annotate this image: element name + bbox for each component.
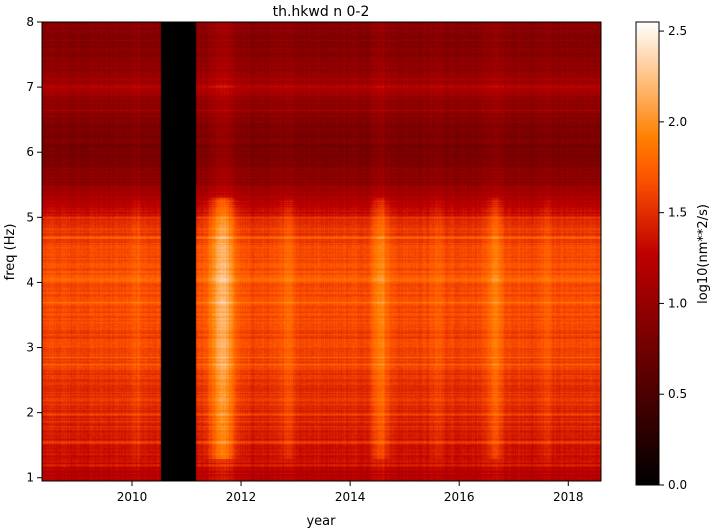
y-tick-label: 4 (26, 275, 34, 289)
y-tick-label: 8 (26, 15, 34, 29)
colorbar-gradient (635, 21, 660, 486)
colorbar-tick-label: 0.0 (668, 478, 687, 492)
x-axis-label: year (306, 514, 336, 529)
x-tick-label: 2012 (226, 490, 257, 504)
plot-frame (41, 21, 602, 482)
y-tick-label: 7 (26, 80, 34, 94)
heatmap-image (42, 22, 601, 481)
y-axis-label: freq (Hz) (3, 224, 18, 281)
colorbar: 0.0 0.5 1.0 1.5 2.0 2.5 log10(nm**2/s) (635, 21, 711, 492)
colorbar-tick-label: 2.5 (668, 24, 687, 38)
colorbar-tick-label: 0.5 (668, 387, 687, 401)
x-tick-label: 2016 (444, 490, 475, 504)
y-tick-label: 2 (26, 406, 34, 420)
x-axis: 2010 2012 2014 2016 2018 (117, 481, 584, 504)
x-tick-label: 2018 (553, 490, 584, 504)
chart-title: th.hkwd n 0-2 (273, 4, 370, 20)
y-tick-label: 6 (26, 145, 34, 159)
y-tick-label: 3 (26, 341, 34, 355)
x-tick-label: 2014 (335, 490, 366, 504)
colorbar-tick-label: 2.0 (668, 115, 687, 129)
plot-area (41, 21, 602, 482)
colorbar-ticks: 0.0 0.5 1.0 1.5 2.0 2.5 (659, 24, 687, 492)
colorbar-tick-label: 1.0 (668, 296, 687, 310)
y-tick-label: 1 (26, 471, 34, 485)
y-axis: 1 2 3 4 5 6 7 8 (26, 15, 42, 485)
y-tick-label: 5 (26, 210, 34, 224)
colorbar-label: log10(nm**2/s) (696, 204, 711, 304)
x-tick-label: 2010 (117, 490, 148, 504)
colorbar-tick-label: 1.5 (668, 206, 687, 220)
